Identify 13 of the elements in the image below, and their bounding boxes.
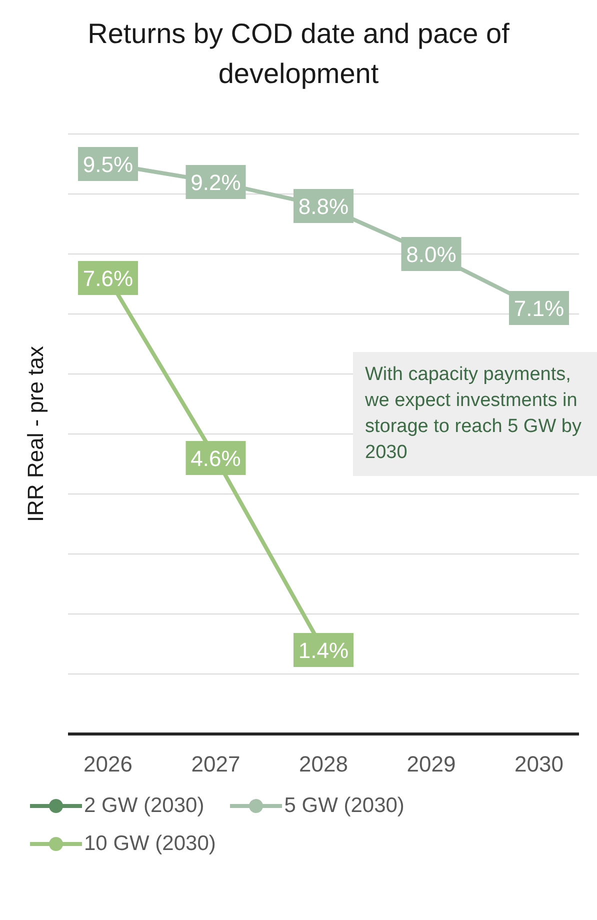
data-label: 1.4% (298, 638, 349, 663)
note-box: With capacity payments, we expect investments in storage to reach 5 GW by 2030 (353, 352, 597, 476)
legend-label: 5 GW (2030) (284, 794, 404, 818)
data-label: 4.6% (190, 446, 241, 471)
y-axis-title: IRR Real - pre tax (22, 346, 48, 522)
x-tick-label: 2029 (406, 752, 456, 777)
x-tick-label: 2030 (514, 752, 564, 777)
x-tick-label: 2028 (299, 752, 348, 777)
x-tick-label: 2026 (84, 752, 132, 777)
x-tick-label: 2027 (191, 752, 240, 777)
legend-label: 10 GW (2030) (84, 832, 216, 856)
legend-label: 2 GW (2030) (84, 794, 204, 818)
chart-title: Returns by COD date and pace of development (86, 17, 510, 91)
